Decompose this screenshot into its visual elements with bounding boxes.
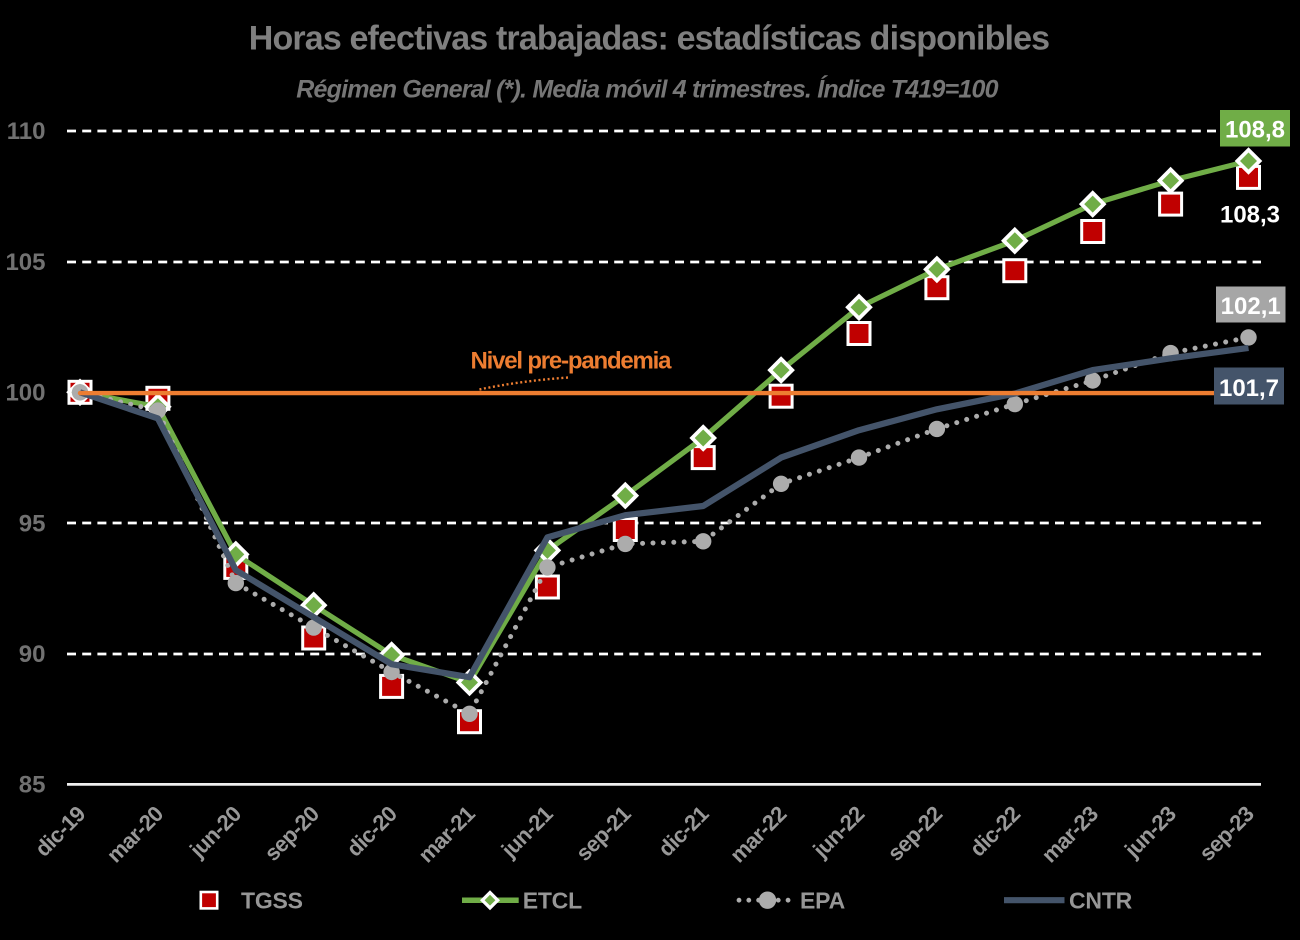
svg-text:110: 110 (7, 118, 46, 145)
svg-text:95: 95 (19, 510, 46, 537)
svg-text:101,7: 101,7 (1219, 375, 1279, 402)
svg-text:108,3: 108,3 (1220, 202, 1280, 229)
svg-text:85: 85 (19, 772, 46, 799)
svg-text:Horas efectivas trabajadas: es: Horas efectivas trabajadas: estadísticas… (249, 20, 1050, 58)
svg-text:Régimen General (*). Media móv: Régimen General (*). Media móvil 4 trime… (296, 75, 998, 104)
svg-text:Nivel pre-pandemia: Nivel pre-pandemia (471, 348, 673, 375)
svg-text:ETCL: ETCL (523, 888, 582, 914)
svg-text:105: 105 (5, 249, 45, 276)
svg-text:CNTR: CNTR (1069, 888, 1133, 914)
svg-text:100: 100 (5, 380, 45, 407)
svg-text:TGSS: TGSS (241, 888, 303, 914)
svg-text:EPA: EPA (800, 888, 845, 914)
svg-text:108,8: 108,8 (1225, 117, 1285, 144)
svg-text:90: 90 (19, 641, 46, 668)
svg-text:102,1: 102,1 (1221, 293, 1281, 320)
